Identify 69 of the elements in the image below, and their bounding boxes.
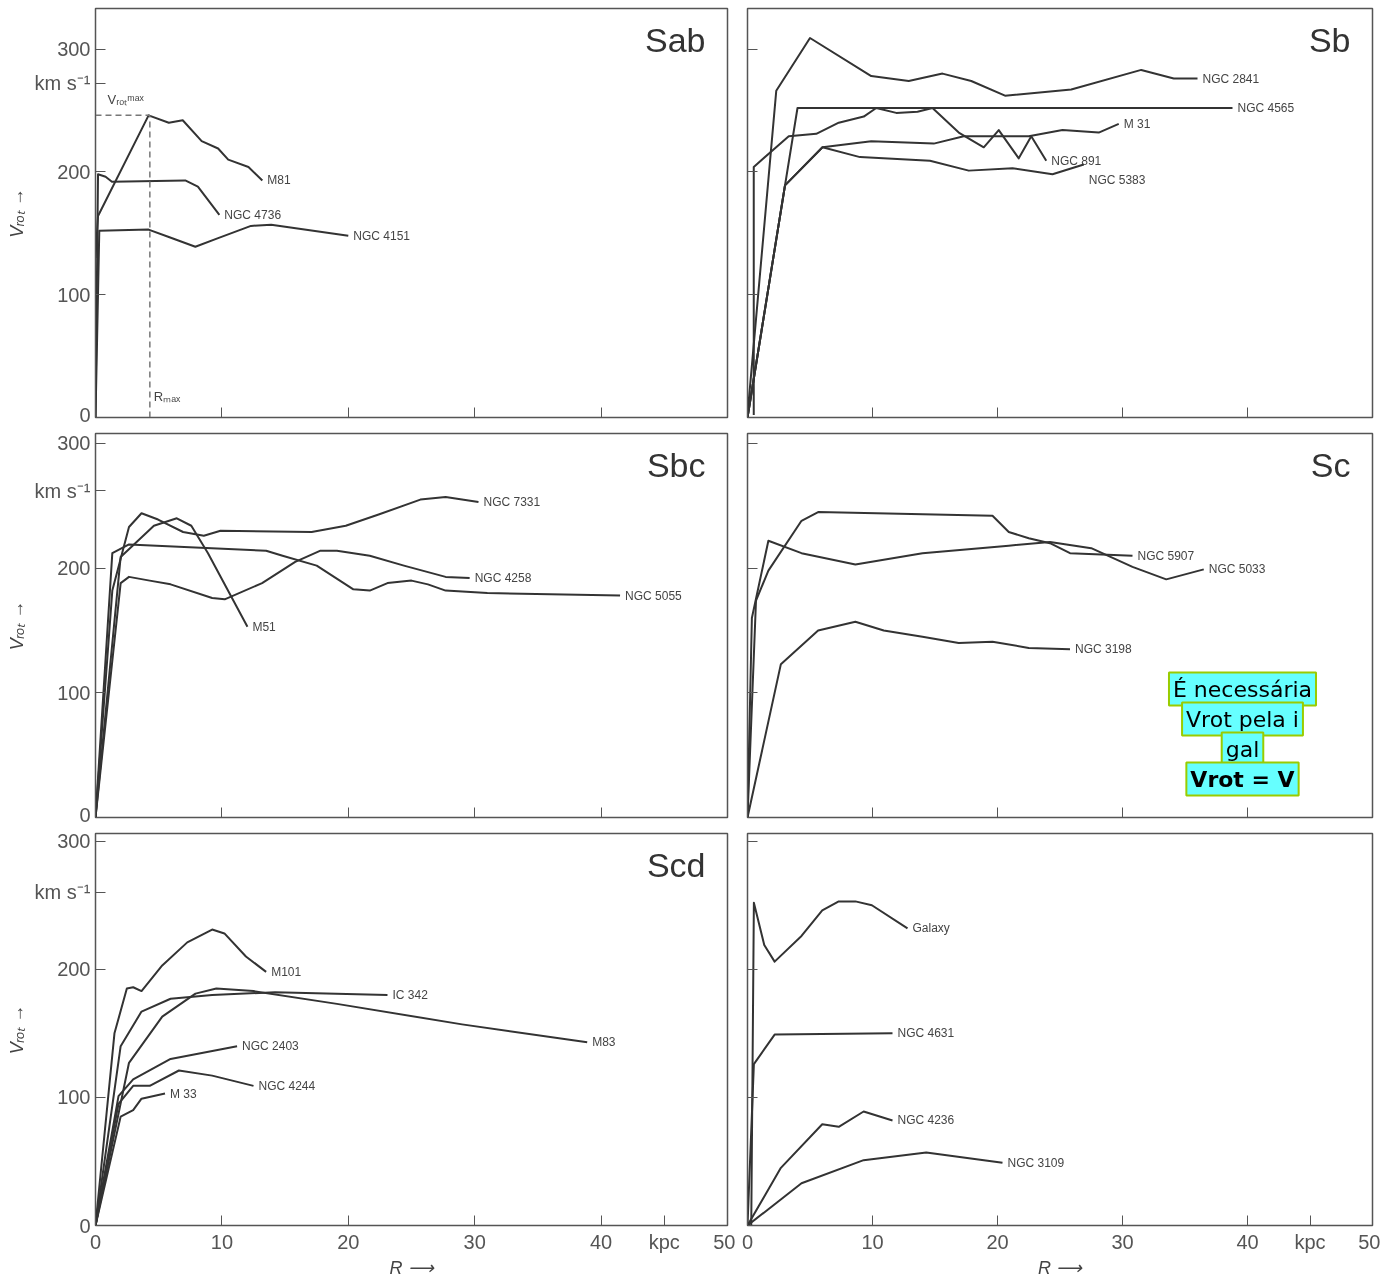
chart-title: Sb <box>1308 20 1351 59</box>
y-tick-label: 100 <box>57 1086 91 1109</box>
x-axis-title: R ⟶ <box>1038 1257 1083 1278</box>
series-label: NGC 4565 <box>1237 100 1295 115</box>
series-label: NGC 2841 <box>1202 71 1260 86</box>
y-tick-label: 100 <box>57 283 91 306</box>
series-label: M83 <box>592 1035 616 1050</box>
y-tick-label: km s⁻¹ <box>34 881 91 904</box>
series-label: NGC 2403 <box>242 1039 300 1054</box>
y-axis-title: Vᵣₒₜ → <box>6 1004 27 1055</box>
series-label: M81 <box>267 173 292 188</box>
series-label: NGC 5907 <box>1137 548 1195 563</box>
annotation: Vrot pela i <box>1186 706 1299 732</box>
chart-title: Sbc <box>646 445 706 484</box>
series-label: M 33 <box>170 1086 198 1101</box>
series-label: NGC 4236 <box>897 1113 955 1128</box>
series-label: NGC 4151 <box>353 228 411 243</box>
x-tick-label: 10 <box>210 1230 234 1253</box>
x-tick-label: 30 <box>463 1230 486 1253</box>
y-tick-label: 300 <box>57 38 91 61</box>
x-tick-label: 50 <box>713 1230 736 1253</box>
series-label: NGC 5033 <box>1208 562 1266 577</box>
y-axis-title: Vᵣₒₜ → <box>6 188 27 238</box>
series-label: M 31 <box>1123 116 1151 131</box>
chart-title: Sab <box>645 20 706 59</box>
series-label: NGC 5055 <box>625 588 683 603</box>
series-label: M51 <box>252 619 277 634</box>
series-label: NGC 891 <box>1051 153 1102 168</box>
series-label: IC 342 <box>392 987 429 1002</box>
ref-line-label: Vᵣₒₜᵐᵃˣ <box>107 92 145 108</box>
series-label: M101 <box>271 964 302 979</box>
y-tick-label: 0 <box>79 803 91 826</box>
y-tick-label: 100 <box>57 681 91 704</box>
x-tick-label: 50 <box>1358 1230 1381 1253</box>
ref-line-label: Rₘₐₓ <box>153 388 182 404</box>
x-axis-title: R ⟶ <box>389 1257 435 1278</box>
x-tick-label: 40 <box>589 1230 613 1253</box>
series-label: Galaxy <box>912 921 950 936</box>
annotation: Vrot = V <box>1190 766 1295 792</box>
series-label: NGC 4736 <box>224 207 282 222</box>
x-tick-label: kpc <box>648 1230 680 1253</box>
x-tick-label: 20 <box>337 1230 360 1253</box>
y-tick-label: 300 <box>57 432 91 455</box>
y-tick-label: 300 <box>57 830 91 853</box>
x-tick-label: 10 <box>861 1230 884 1253</box>
series-label: NGC 5383 <box>1088 173 1146 188</box>
x-tick-label: 40 <box>1236 1230 1259 1253</box>
y-tick-label: km s⁻¹ <box>34 479 91 502</box>
y-tick-label: 200 <box>57 958 91 981</box>
series-label: NGC 3109 <box>1007 1155 1065 1170</box>
y-tick-label: 200 <box>57 160 91 183</box>
annotation: gal <box>1225 736 1260 762</box>
y-tick-label: 0 <box>79 403 91 426</box>
x-tick-label: kpc <box>1294 1230 1326 1253</box>
x-tick-label: 0 <box>741 1230 754 1253</box>
x-tick-label: 20 <box>986 1230 1009 1253</box>
series-label: NGC 4258 <box>474 571 532 586</box>
y-tick-label: 200 <box>57 557 91 580</box>
y-tick-label: km s⁻¹ <box>34 72 91 95</box>
annotation: É necessária <box>1172 676 1313 702</box>
series-label: NGC 4631 <box>897 1026 955 1041</box>
chart-title: Scd <box>646 845 706 884</box>
chart-title: Sc <box>1310 445 1351 484</box>
x-tick-label: 30 <box>1111 1230 1134 1253</box>
series-label: NGC 4244 <box>258 1078 316 1093</box>
y-tick-label: 0 <box>79 1214 91 1237</box>
series-label: NGC 3198 <box>1075 642 1133 657</box>
y-axis-title: Vᵣₒₜ → <box>6 600 27 651</box>
series-label: NGC 7331 <box>483 495 541 510</box>
